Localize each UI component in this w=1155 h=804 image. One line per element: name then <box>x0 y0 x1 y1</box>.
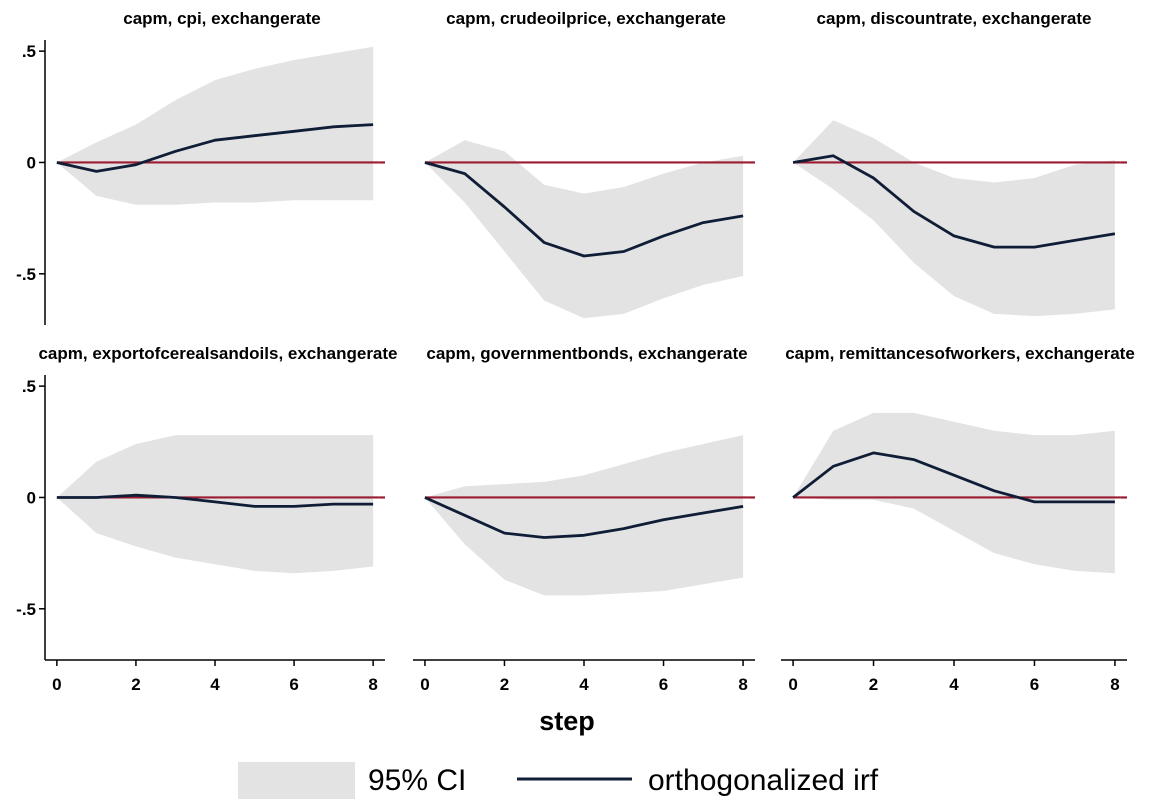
panel-5: capm, governmentbonds, exchangerate 0 2 4 6 8 <box>413 344 755 694</box>
panel-title: capm, crudeoilprice, exchangerate <box>446 9 726 28</box>
panel-title: capm, discountrate, exchangerate <box>817 9 1092 28</box>
legend-label-ci: 95% CI <box>368 764 466 797</box>
x-tick-label: 4 <box>579 675 589 694</box>
x-axis-title: step <box>539 706 595 736</box>
panel-title: capm, cpi, exchangerate <box>123 9 320 28</box>
ci-band <box>793 120 1115 316</box>
legend-swatch-ci <box>238 762 355 799</box>
y-tick-label: -.5 <box>16 600 36 619</box>
x-tick-label: 8 <box>738 675 747 694</box>
x-tick-label: 2 <box>500 675 509 694</box>
legend-label-irf: orthogonalized irf <box>648 764 879 797</box>
y-tick-label: 0 <box>27 153 36 172</box>
x-tick-label: 4 <box>949 675 959 694</box>
panel-title: capm, remittancesofworkers, exchangerate <box>785 344 1135 363</box>
x-tick-label: 8 <box>1110 675 1119 694</box>
x-tick-label: 6 <box>289 675 298 694</box>
legend: 95% CI orthogonalized irf <box>238 762 879 799</box>
x-tick-label: 6 <box>659 675 668 694</box>
x-tick-label: 6 <box>1030 675 1039 694</box>
ci-band <box>793 413 1115 573</box>
panel-3: capm, discountrate, exchangerate <box>793 9 1127 316</box>
ci-band <box>425 140 743 318</box>
x-tick-label: 4 <box>210 675 220 694</box>
panel-title: capm, governmentbonds, exchangerate <box>426 344 747 363</box>
panel-1: capm, cpi, exchangerate .5 0 -.5 <box>16 9 385 325</box>
panel-6: capm, remittancesofworkers, exchangerate… <box>781 344 1135 694</box>
y-tick-label: .5 <box>22 42 36 61</box>
x-tick-label: 0 <box>788 675 797 694</box>
x-tick-label: 0 <box>420 675 429 694</box>
ci-band <box>57 47 373 205</box>
panel-2: capm, crudeoilprice, exchangerate <box>425 9 755 318</box>
panel-4: capm, exportofcerealsandoils, exchangera… <box>16 344 397 694</box>
x-tick-label: 0 <box>52 675 61 694</box>
x-tick-label: 2 <box>131 675 140 694</box>
y-tick-label: .5 <box>22 377 36 396</box>
panel-title: capm, exportofcerealsandoils, exchangera… <box>38 344 397 363</box>
x-tick-label: 2 <box>869 675 878 694</box>
y-tick-label: 0 <box>27 488 36 507</box>
y-tick-label: -.5 <box>16 265 36 284</box>
x-tick-label: 8 <box>368 675 377 694</box>
